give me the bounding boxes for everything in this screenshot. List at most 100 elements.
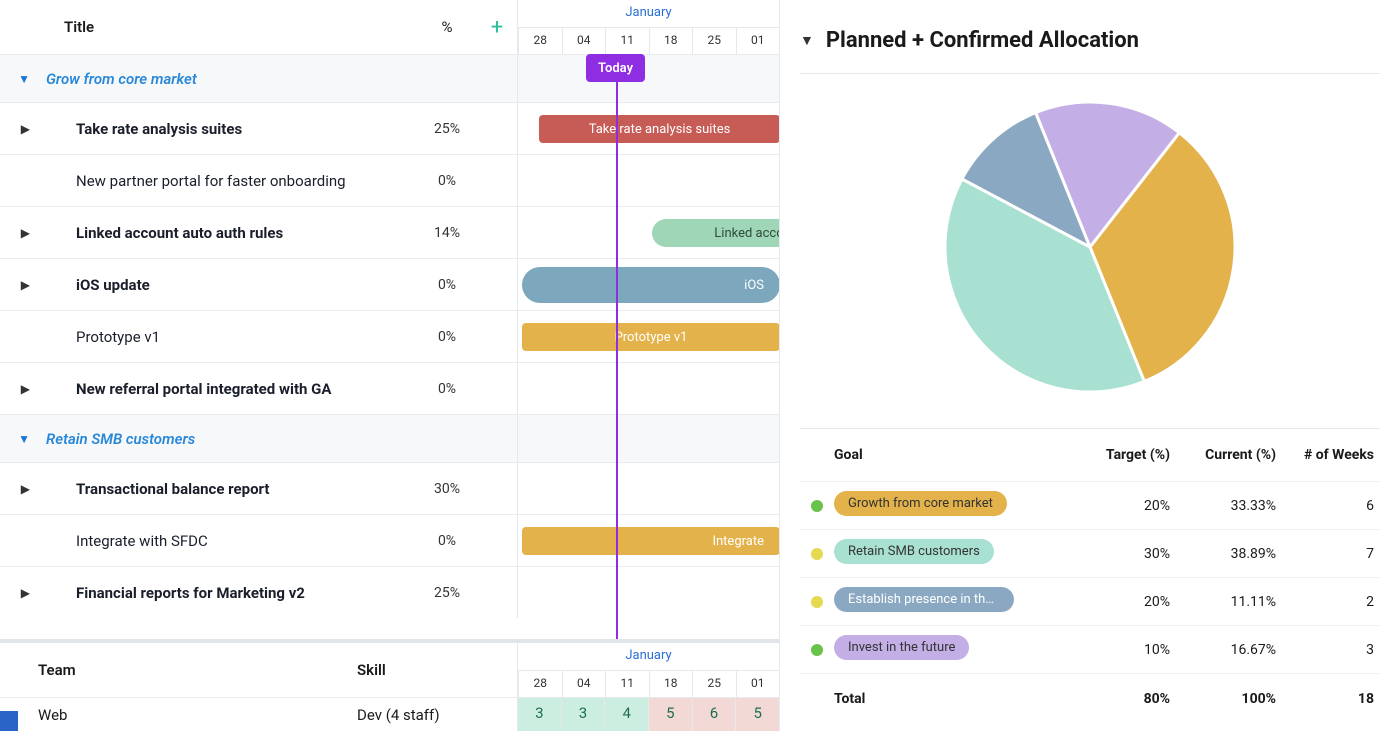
task-name: Retain SMB customers (36, 430, 417, 448)
footer-timeline-header: January 280411182501 (517, 643, 779, 697)
task-name: Take rate analysis suites (36, 120, 417, 138)
timeline-day: 04 (562, 670, 606, 697)
timeline-day: 28 (518, 670, 562, 697)
pie-chart (800, 73, 1380, 402)
task-percent: 25% (417, 585, 477, 601)
resource-footer: Team Skill January 280411182501 Web Dev … (0, 639, 779, 731)
total-weeks: 18 (1276, 691, 1380, 707)
task-row[interactable]: ▶Take rate analysis suites25%Take rate a… (0, 102, 779, 154)
task-row[interactable]: ▶Linked account auto auth rules14%Linked… (0, 206, 779, 258)
task-row[interactable]: ▶iOS update0% iOS (0, 258, 779, 310)
task-percent: 25% (417, 121, 477, 137)
gantt-bar[interactable]: Take rate analysis suites (539, 115, 779, 143)
weeks-value: 2 (1276, 594, 1380, 610)
status-dot (800, 548, 834, 560)
toggle-icon[interactable]: ▶ (0, 586, 36, 600)
allocation-title: Planned + Confirmed Allocation (826, 28, 1139, 53)
resource-cell: 4 (605, 698, 649, 731)
allocation-row[interactable]: Establish presence in the… 20%11.11%2 (800, 577, 1380, 625)
target-value: 30% (1078, 546, 1170, 562)
goal-pill[interactable]: Establish presence in the… (834, 587, 1014, 612)
goal-pill[interactable]: Retain SMB customers (834, 539, 994, 564)
timeline-day: 11 (605, 670, 649, 697)
task-percent: 0% (417, 277, 477, 293)
gantt-bar[interactable]: Linked accoun (652, 219, 779, 247)
task-group-row[interactable]: ▼Retain SMB customers (0, 414, 779, 462)
toggle-icon[interactable]: ▶ (0, 382, 36, 396)
column-skill: Skill (357, 661, 517, 679)
total-target: 80% (1078, 691, 1170, 707)
add-task-button[interactable]: + (477, 15, 517, 40)
gantt-bar[interactable]: Integrate (522, 527, 779, 555)
task-row[interactable]: Integrate with SFDC0%Integrate (0, 514, 779, 566)
gantt-lane (517, 463, 779, 514)
allocation-title-row[interactable]: ▼ Planned + Confirmed Allocation (800, 28, 1380, 53)
timeline-header: January 280411182501 (517, 0, 779, 54)
current-value: 38.89% (1170, 546, 1276, 562)
task-percent: 0% (417, 381, 477, 397)
gantt-lane: iOS (517, 259, 779, 310)
task-percent: 0% (417, 533, 477, 549)
gantt-bar[interactable]: iOS (522, 267, 779, 303)
goal-pill[interactable]: Invest in the future (834, 635, 969, 660)
gantt-bar[interactable]: Prototype v1 (522, 323, 779, 351)
task-row[interactable]: ▶Transactional balance report30% (0, 462, 779, 514)
target-value: 20% (1078, 594, 1170, 610)
current-value: 11.11% (1170, 594, 1276, 610)
allocation-row[interactable]: Invest in the future10%16.67%3 (800, 625, 1380, 673)
current-value: 16.67% (1170, 642, 1276, 658)
task-row[interactable]: Prototype v10%Prototype v1 (0, 310, 779, 362)
task-row[interactable]: New partner portal for faster onboarding… (0, 154, 779, 206)
toggle-icon[interactable]: ▶ (0, 122, 36, 136)
gantt-lane (517, 415, 779, 462)
column-title: Title (64, 18, 417, 36)
gantt-lane (517, 363, 779, 414)
task-percent: 30% (417, 481, 477, 497)
goal-pill[interactable]: Growth from core market (834, 491, 1007, 516)
resource-cell: 6 (693, 698, 737, 731)
timeline-month: January (518, 0, 779, 27)
skill-value: Dev (4 staff) (357, 706, 517, 724)
task-name: New referral portal integrated with GA (36, 380, 417, 398)
column-team: Team (0, 661, 357, 679)
allocation-table: Goal Target (%) Current (%) # of Weeks G… (800, 428, 1380, 723)
task-name: New partner portal for faster onboarding (36, 172, 417, 190)
gantt-lane: Linked accoun (517, 207, 779, 258)
gantt-lane: Integrate (517, 515, 779, 566)
allocation-row[interactable]: Retain SMB customers30%38.89%7 (800, 529, 1380, 577)
gantt-lane (517, 567, 779, 618)
timeline-day: 28 (518, 27, 562, 54)
task-name: Financial reports for Marketing v2 (36, 584, 417, 602)
resource-cell: 5 (736, 698, 779, 731)
weeks-value: 6 (1276, 498, 1380, 514)
task-name: Transactional balance report (36, 480, 417, 498)
timeline-day: 04 (562, 27, 606, 54)
toggle-icon[interactable]: ▶ (0, 278, 36, 292)
target-value: 10% (1078, 642, 1170, 658)
timeline-day: 01 (736, 27, 780, 54)
footer-timeline-month: January (518, 643, 779, 670)
left-header: Title % + January 280411182501 (0, 0, 779, 54)
toggle-icon[interactable]: ▼ (0, 432, 36, 446)
toggle-icon[interactable]: ▼ (0, 72, 36, 86)
task-name: Prototype v1 (36, 328, 417, 346)
toggle-icon[interactable]: ▶ (0, 226, 36, 240)
task-group-row[interactable]: ▼Grow from core market (0, 54, 779, 102)
col-target: Target (%) (1078, 447, 1170, 463)
task-row[interactable]: ▶Financial reports for Marketing v225% (0, 566, 779, 618)
timeline-day: 25 (692, 27, 736, 54)
timeline-day: 25 (692, 670, 736, 697)
gantt-lane (517, 155, 779, 206)
toggle-icon[interactable]: ▶ (0, 482, 36, 496)
current-value: 33.33% (1170, 498, 1276, 514)
timeline-day: 18 (649, 27, 693, 54)
col-goal: Goal (834, 447, 1078, 463)
allocation-row[interactable]: Growth from core market20%33.33%6 (800, 481, 1380, 529)
total-current: 100% (1170, 691, 1276, 707)
task-row[interactable]: ▶New referral portal integrated with GA0… (0, 362, 779, 414)
task-name: iOS update (36, 276, 417, 294)
task-name: Linked account auto auth rules (36, 224, 417, 242)
total-label: Total (834, 691, 1078, 707)
task-percent: 0% (417, 173, 477, 189)
resource-row[interactable]: Web Dev (4 staff) 334565 (0, 697, 779, 731)
